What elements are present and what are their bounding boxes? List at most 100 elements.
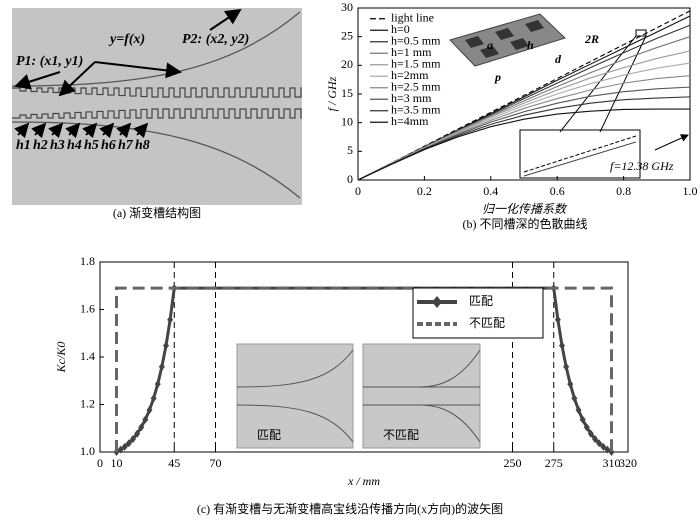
- x-tick-label: 250: [504, 456, 522, 470]
- arrow: [14, 122, 30, 139]
- arrow: [654, 134, 689, 151]
- zoom-line: [523, 141, 637, 177]
- data-point: [167, 315, 174, 324]
- annotation: f=12.38 GHz: [610, 159, 674, 173]
- arrow: [94, 61, 182, 79]
- arrow: [133, 122, 149, 139]
- zoom-line: [523, 135, 637, 173]
- series-line: [115, 286, 613, 452]
- arrow: [65, 122, 81, 139]
- slot-label: h5: [84, 138, 99, 153]
- slot-label: h1: [16, 138, 31, 153]
- zoom-connector: [559, 35, 637, 133]
- x-tick-label: 0.4: [483, 184, 498, 198]
- series-line: [357, 108, 691, 181]
- series-line: [357, 10, 691, 181]
- arrow: [48, 122, 64, 139]
- y-tick-label: 1.6: [80, 301, 95, 315]
- y-tick-label: 1.2: [80, 396, 95, 410]
- annotation: p: [494, 70, 501, 84]
- y-tick-label: 0: [347, 172, 353, 186]
- data-point: [134, 429, 141, 438]
- slot-label: h8: [135, 138, 150, 153]
- legend-label: h=4mm: [391, 114, 429, 128]
- data-point: [117, 445, 124, 454]
- data-point: [587, 429, 594, 438]
- slot-label: h2: [33, 138, 48, 153]
- slot-label: h7: [118, 138, 134, 153]
- annotation: 不匹配: [383, 428, 419, 442]
- x-tick-label: 320: [619, 456, 637, 470]
- annotation: a: [487, 38, 493, 52]
- data-point: [575, 405, 582, 414]
- data-point: [554, 315, 561, 324]
- data-point: [138, 423, 145, 432]
- legend-label: h=2.5 mm: [391, 80, 441, 94]
- inset-curve: [419, 404, 481, 443]
- y-tick-label: 1.8: [80, 254, 95, 268]
- slot: [495, 28, 514, 40]
- data-point: [130, 434, 136, 443]
- zoom-region: [635, 29, 647, 37]
- legend-label: h=0.5 mm: [391, 34, 441, 48]
- annotation: d: [555, 52, 562, 66]
- annotation: 匹配: [257, 428, 281, 442]
- legend-label: h=1 mm: [391, 45, 432, 59]
- x-axis-label: 归一化传播系数: [482, 202, 568, 216]
- zoom-inset: [519, 129, 641, 179]
- data-point: [592, 434, 598, 443]
- inset-curve: [236, 404, 354, 443]
- legend-label: h=1.5 mm: [391, 57, 441, 71]
- y-axis-label: Kc/K0: [54, 342, 68, 374]
- annotation: 2R: [584, 32, 599, 46]
- slot: [480, 46, 499, 58]
- legend-label: h=3 mm: [391, 91, 432, 105]
- y-tick-label: 5: [347, 143, 353, 157]
- data-point: [150, 394, 157, 403]
- slot: [525, 20, 544, 32]
- data-point: [600, 442, 607, 451]
- legend-box: [412, 287, 544, 339]
- unmatched-inset-group: [236, 343, 481, 449]
- y-tick-label: 30: [341, 0, 353, 14]
- arrow: [99, 122, 115, 139]
- y-axis-label: f / GHz: [325, 76, 339, 111]
- arrow: [116, 122, 132, 139]
- x-tick-label: 0.6: [550, 184, 565, 198]
- data-point: [142, 415, 149, 424]
- legend-label: h=3.5 mm: [391, 103, 441, 117]
- arrow: [209, 8, 242, 31]
- data-point: [567, 380, 574, 389]
- arrow: [58, 61, 96, 97]
- structure-image: [12, 8, 302, 205]
- x-tick-label: 0: [355, 184, 361, 198]
- data-point: [596, 439, 603, 448]
- caption: (b) 不同槽深的色散曲线: [463, 216, 588, 231]
- x-tick-label: 70: [210, 456, 222, 470]
- slot-label: h6: [101, 138, 116, 153]
- inset-curve: [419, 349, 481, 388]
- y-tick-label: 10: [341, 114, 353, 128]
- x-tick-label: 0: [97, 456, 103, 470]
- legend-label: 不匹配: [469, 316, 505, 330]
- x-tick-label: 0.2: [417, 184, 432, 198]
- legend-marker: [432, 296, 442, 308]
- data-point: [163, 341, 169, 350]
- caption: (a) 渐变槽结构图: [113, 205, 201, 220]
- x-axis-label: x / mm: [347, 474, 380, 488]
- data-point: [158, 362, 165, 371]
- y-tick-label: 25: [341, 28, 353, 42]
- data-point: [125, 439, 132, 448]
- arrow: [14, 71, 61, 90]
- x-tick-label: 1.0: [683, 184, 698, 198]
- caption: (c) 有渐变槽与无渐变槽高宝线沿传播方向(x方向)的波矢图: [197, 501, 503, 516]
- unmatched-inset: [362, 343, 481, 449]
- y-tick-label: 1.4: [80, 349, 95, 363]
- data-point: [571, 394, 578, 403]
- x-tick-label: 45: [168, 456, 180, 470]
- x-tick-label: 0.8: [616, 184, 631, 198]
- zoom-connector: [599, 35, 647, 133]
- data-point: [154, 380, 161, 389]
- legend-label: 匹配: [469, 294, 493, 308]
